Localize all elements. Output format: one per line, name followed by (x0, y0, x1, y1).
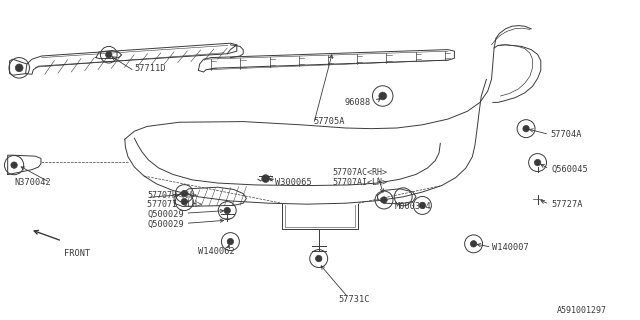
Ellipse shape (419, 202, 426, 209)
Ellipse shape (316, 255, 322, 262)
Text: 57707AC<RH>: 57707AC<RH> (333, 168, 388, 177)
Ellipse shape (15, 64, 23, 72)
Text: W300065: W300065 (275, 178, 312, 187)
Ellipse shape (470, 241, 477, 247)
Ellipse shape (262, 175, 269, 182)
Text: 57731C: 57731C (338, 295, 369, 304)
Text: A591001297: A591001297 (557, 306, 607, 315)
Ellipse shape (227, 238, 234, 245)
Ellipse shape (181, 198, 188, 205)
Text: 57707I <LH>: 57707I <LH> (147, 200, 202, 209)
Text: W140007: W140007 (492, 244, 528, 252)
Text: 57707H<RH>: 57707H<RH> (147, 191, 197, 200)
Ellipse shape (181, 190, 188, 197)
Ellipse shape (106, 52, 112, 58)
Text: 96088: 96088 (344, 98, 371, 107)
Text: 57704A: 57704A (550, 130, 582, 139)
Text: 57707AI<LH>: 57707AI<LH> (333, 178, 388, 187)
Ellipse shape (224, 207, 230, 214)
Text: FRONT: FRONT (64, 249, 90, 258)
Text: Q500029: Q500029 (147, 210, 184, 219)
Ellipse shape (381, 197, 387, 203)
Text: N370042: N370042 (14, 178, 51, 187)
Ellipse shape (11, 162, 17, 168)
Text: 57727A: 57727A (552, 200, 583, 209)
Text: Q500029: Q500029 (147, 220, 184, 228)
Text: Q560045: Q560045 (552, 165, 588, 174)
Text: 57705A: 57705A (314, 117, 345, 126)
Text: 57711D: 57711D (134, 64, 166, 73)
Ellipse shape (379, 92, 387, 100)
Text: M000344: M000344 (394, 202, 431, 211)
Ellipse shape (523, 125, 529, 132)
Ellipse shape (534, 159, 541, 166)
Text: W140062: W140062 (198, 247, 235, 256)
